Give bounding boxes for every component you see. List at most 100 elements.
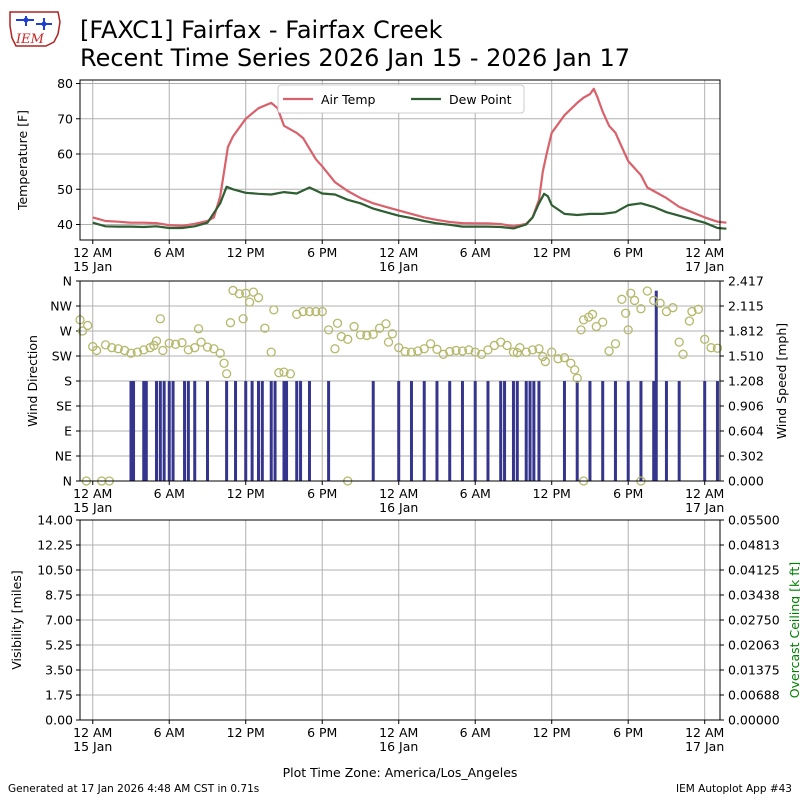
wind-direction-point — [432, 344, 442, 354]
wind-direction-point — [244, 297, 255, 307]
y-tick-label: 5.25 — [45, 638, 73, 653]
y2-tick-label: 0.302 — [728, 449, 764, 464]
x-tick-label: 12 AM — [379, 486, 418, 501]
x-tick-label: 6 AM — [154, 245, 185, 260]
wind-direction-point — [566, 358, 576, 368]
wind-direction-point — [209, 344, 219, 354]
x-tick-date: 16 Jan — [379, 500, 418, 515]
x-tick-label: 6 AM — [154, 486, 185, 501]
wind-speed-bar — [327, 381, 331, 481]
wind-direction-point — [362, 330, 372, 341]
wind-direction-point — [330, 344, 340, 354]
y-tick-label: S — [64, 374, 72, 389]
x-tick-date: 17 Jan — [685, 739, 724, 754]
wind-direction-point — [678, 349, 688, 359]
x-tick-label: 12 PM — [227, 245, 265, 260]
x-tick-label: 6 PM — [307, 725, 337, 740]
wind-direction-point — [547, 347, 557, 357]
x-tick-label: 12 AM — [685, 486, 724, 501]
y-tick-label: 70 — [57, 111, 73, 126]
wind-speed-bar — [422, 381, 426, 481]
wind-direction-point — [193, 324, 204, 334]
wind-direction-point — [215, 348, 225, 358]
x-tick-label: 12 AM — [73, 486, 112, 501]
wind-direction-point — [621, 308, 631, 318]
x-tick-label: 6 PM — [613, 486, 643, 501]
wind-speed-bar — [664, 381, 668, 481]
x-tick-label: 6 AM — [460, 486, 491, 501]
y2-tick-label: 0.03438 — [728, 588, 780, 603]
wind-direction-point — [387, 329, 398, 339]
wind-direction-point — [578, 315, 589, 325]
wind-direction-point — [587, 309, 598, 319]
wind-direction-point — [540, 356, 550, 367]
wind-direction-point — [266, 347, 276, 357]
y2-tick-label: 1.510 — [728, 349, 764, 364]
wind-speed-bar — [703, 381, 707, 481]
x-tick-label: 6 PM — [307, 486, 337, 501]
wind-speed-bar — [205, 381, 209, 481]
wind-speed-bar — [562, 381, 566, 481]
wind-direction-point — [559, 353, 570, 363]
y-axis-label-wind-direction: Wind Direction — [25, 335, 40, 427]
plot-frame — [79, 519, 721, 721]
y2-tick-label: 0.02750 — [728, 613, 780, 628]
wind-direction-point — [591, 321, 601, 332]
wind-direction-point — [196, 337, 206, 347]
wind-direction-point — [343, 334, 353, 344]
wind-direction-point — [355, 330, 366, 340]
wind-direction-point — [253, 293, 264, 303]
wind-direction-point — [234, 289, 245, 299]
x-tick-date: 15 Jan — [73, 259, 112, 274]
wind-speed-bar — [129, 381, 133, 481]
y-tick-label: 50 — [57, 182, 73, 197]
wind-direction-point — [285, 369, 296, 379]
y-tick-label: SW — [52, 349, 72, 364]
wind-direction-point — [298, 306, 308, 317]
wind-direction-point — [177, 338, 187, 348]
wind-direction-point — [502, 340, 512, 351]
wind-speed-bar — [234, 381, 238, 481]
wind-direction-point — [684, 316, 695, 326]
wind-speed-bar — [613, 381, 617, 481]
iem-logo: IEM — [6, 6, 64, 52]
wind-direction-point — [598, 317, 608, 327]
y-axis-label-temperature: Temperature [F] — [15, 110, 30, 211]
wind-direction-point — [636, 304, 646, 314]
wind-direction-point — [687, 306, 697, 317]
x-tick-date: 17 Jan — [685, 259, 724, 274]
wind-direction-point — [604, 346, 614, 356]
y-tick-label: 0.00 — [45, 713, 73, 728]
wind-direction-point — [82, 320, 93, 331]
wind-speed-bar — [537, 381, 541, 481]
legend-label: Air Temp — [321, 92, 376, 107]
y2-tick-label: 1.812 — [728, 324, 764, 339]
wind-direction-point — [225, 318, 236, 328]
x-axis-label: Plot Time Zone: America/Los_Angeles — [283, 765, 518, 780]
wind-direction-point — [623, 325, 633, 335]
wind-direction-point — [332, 318, 343, 328]
legend-label: Dew Point — [449, 92, 512, 107]
x-tick-label: 12 AM — [379, 725, 418, 740]
wind-direction-point — [190, 343, 200, 353]
wind-speed-bar — [486, 381, 490, 481]
x-tick-label: 12 AM — [685, 245, 724, 260]
wind-speed-bar — [244, 381, 248, 481]
wind-direction-point — [311, 306, 321, 317]
wind-direction-point — [451, 345, 461, 356]
wind-speed-bar — [307, 381, 311, 481]
y-tick-label: E — [64, 424, 72, 439]
y2-tick-label: 1.208 — [728, 374, 764, 389]
x-tick-label: 6 PM — [613, 725, 643, 740]
x-tick-date: 15 Jan — [73, 500, 112, 515]
wind-direction-point — [445, 346, 455, 357]
wind-direction-point — [508, 347, 519, 357]
y2-tick-label: 0.04125 — [728, 563, 780, 578]
y2-tick-label: 0.05500 — [728, 513, 780, 528]
wind-direction-point — [149, 340, 159, 351]
wind-speed-bar — [260, 381, 264, 481]
wind-direction-point — [572, 373, 582, 383]
wind-direction-point — [274, 368, 284, 378]
chart-title-line2: Recent Time Series 2026 Jan 15 - 2026 Ja… — [80, 44, 631, 72]
